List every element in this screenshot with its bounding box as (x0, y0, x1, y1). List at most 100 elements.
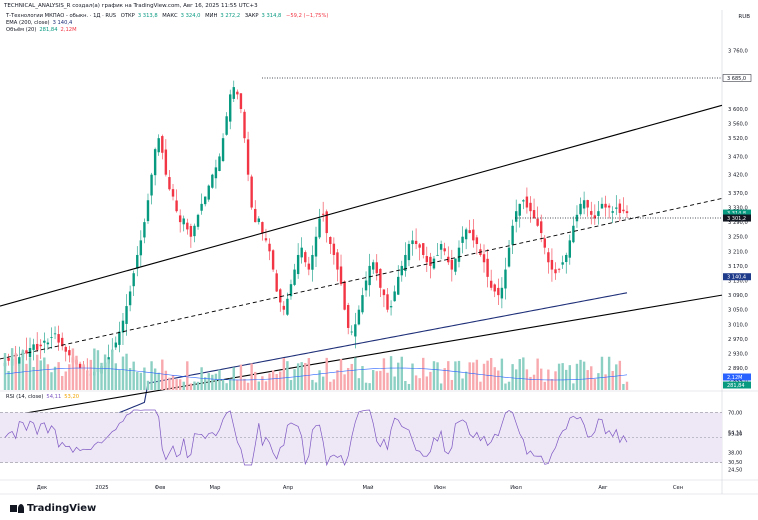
volume-bar (414, 375, 418, 390)
candle-body (43, 340, 46, 343)
volume-bar (343, 374, 346, 390)
x-tick-label: Фев (155, 485, 166, 491)
y-tick-label: 3 520,0 (728, 136, 748, 142)
y-tick-label: 3 560,0 (728, 122, 748, 128)
volume-bar (246, 382, 250, 390)
volume-bar (436, 362, 439, 390)
volume-bar (57, 362, 60, 390)
candle-body (554, 269, 557, 274)
candle-body (53, 333, 57, 335)
volume-bar (243, 378, 246, 390)
candle-body (332, 243, 336, 255)
candle-body (57, 334, 60, 343)
volume-bar (114, 363, 118, 390)
volume-tag-label: 281,84 (727, 383, 745, 389)
candle-body (411, 240, 414, 245)
candle-body (618, 203, 622, 213)
volume-bar (71, 348, 75, 390)
volume-bar (379, 370, 382, 390)
candle-body (336, 252, 339, 270)
volume-bar (404, 381, 407, 390)
candle-body (339, 266, 343, 285)
volume-bar (368, 383, 371, 390)
price-tag: 3 140,4 (723, 273, 751, 281)
y-tick-label: 3 470,0 (728, 154, 748, 160)
rsi-tick-label: 30,50 (728, 460, 742, 466)
volume-bar (540, 368, 543, 390)
candle-body (432, 258, 436, 269)
candle-body (565, 254, 568, 263)
rsi-tick-label: 24,50 (728, 467, 742, 473)
y-tick-label: 3 370,0 (728, 191, 748, 197)
volume-bar (111, 349, 114, 390)
volume-bar (411, 363, 414, 390)
low-value: 3 272,2 (220, 13, 241, 19)
volume-bar (514, 369, 518, 390)
y-tick-label: 3 130,0 (728, 279, 748, 285)
candle-body (189, 226, 193, 237)
volume-bar (336, 370, 339, 390)
volume-bar (329, 381, 332, 390)
candle-body (146, 200, 150, 222)
volume-legend[interactable]: Объём (20) 281,84 2,12M (6, 27, 80, 33)
candle-body (246, 139, 250, 175)
volume-bar (289, 380, 293, 390)
candle-body (429, 256, 432, 266)
candle-body (532, 210, 536, 219)
volume-bar (479, 381, 482, 390)
volume-bar (532, 374, 536, 390)
candle-body (547, 252, 550, 263)
volume-bar (611, 370, 614, 390)
price-tag-bg (723, 273, 751, 281)
price-tag-label: 3 140,4 (727, 275, 746, 281)
candle-body (321, 213, 325, 215)
volume-bar (153, 368, 157, 390)
volume-bar (28, 357, 32, 390)
candle-body (593, 215, 597, 219)
volume-bar (422, 357, 425, 390)
candle-body (311, 254, 314, 270)
ema-label: EMA (200, close) (6, 20, 50, 26)
candle-body (300, 247, 303, 258)
middle-channel-line (0, 197, 723, 360)
tradingview-logo[interactable]: TradingView (10, 503, 96, 514)
volume-bar (450, 379, 454, 390)
price-tag-bg (723, 214, 751, 222)
ema-legend[interactable]: EMA (200, close) 3 140,4 (6, 20, 75, 26)
volume-bar (393, 376, 396, 390)
price-tag-bg (722, 74, 752, 82)
candle-body (350, 331, 353, 333)
candle-body (314, 236, 318, 257)
volume-bar (432, 361, 436, 390)
rsi-line (4, 409, 628, 467)
volume-bar (271, 370, 275, 390)
volume-bar (232, 367, 235, 390)
volume-bar (586, 370, 589, 390)
y-tick-label: 3 250,0 (728, 235, 748, 241)
rsi-label: RSI (14, close) (6, 394, 44, 400)
candle-body (304, 252, 307, 263)
candle-body (504, 269, 507, 289)
candle-body (329, 236, 332, 245)
candle-body (472, 229, 475, 241)
candle-body (203, 196, 207, 205)
volume-bar (557, 363, 561, 390)
candle-body (436, 254, 439, 256)
candle-body (607, 205, 611, 208)
volume-bar (121, 356, 125, 390)
volume-bar (307, 358, 311, 390)
candle-body (264, 238, 268, 241)
symbol-legend[interactable]: Т-Технологии МКПАО - обыкн. · 1Д · RUS О… (6, 13, 331, 19)
candle-body (128, 291, 132, 306)
candle-body (443, 248, 446, 252)
volume-bar (339, 358, 343, 390)
rsi-legend[interactable]: RSI (14, close) 54,11 53,20 (6, 394, 82, 400)
volume-bar (136, 372, 139, 390)
candle-body (468, 230, 471, 234)
candle-body (540, 221, 543, 234)
volume-bar (78, 368, 82, 390)
candle-body (207, 185, 210, 200)
candle-body (211, 174, 214, 188)
